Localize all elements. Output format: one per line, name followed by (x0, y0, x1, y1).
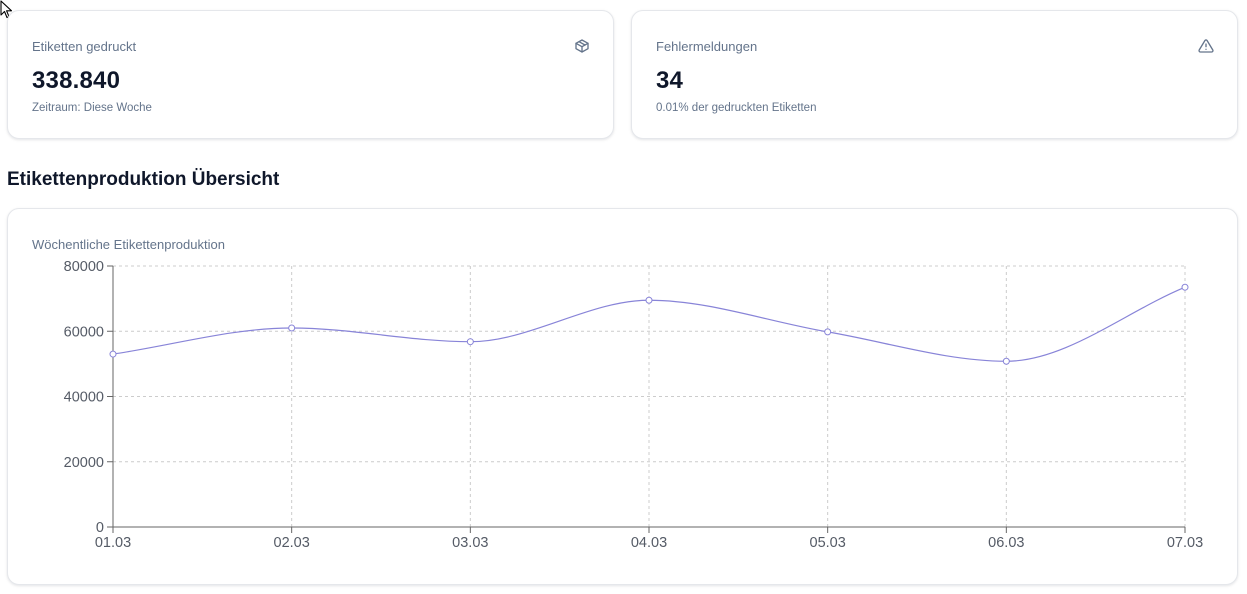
data-point (645, 296, 653, 304)
line-chart: 0 20000 40000 60000 80000 01.03 02.03 03.03 04.0… (64, 259, 1203, 551)
stat-value: 338.840 (32, 67, 121, 94)
x-tick-label: 07.03 (1167, 535, 1203, 551)
data-point (288, 324, 296, 332)
stat-label: Etiketten gedruckt (32, 39, 137, 54)
stat-card-labels-printed: Etiketten gedruckt 338.840 Zeitraum: Die… (7, 10, 614, 139)
y-tick-label: 20000 (64, 455, 104, 471)
x-tick-label: 03.03 (452, 535, 488, 551)
data-point (1002, 357, 1010, 365)
y-tick-label: 0 (96, 520, 104, 536)
x-tick-label: 04.03 (631, 535, 667, 551)
data-point (466, 338, 474, 346)
warning-icon (1198, 39, 1214, 53)
section-title: Etikettenproduktion Übersicht (7, 169, 280, 190)
data-point (1181, 283, 1189, 291)
stat-subtext: 0.01% der gedruckten Etiketten (656, 102, 817, 114)
y-tick-label: 40000 (64, 390, 104, 406)
y-tick-label: 60000 (64, 324, 104, 340)
chart-card: Wöchentliche Etikettenproduktion 0 20000 4… (7, 208, 1238, 585)
x-tick-label: 02.03 (274, 535, 310, 551)
x-tick-label: 06.03 (988, 535, 1024, 551)
stat-label: Fehlermeldungen (656, 39, 758, 54)
chart-title: Wöchentliche Etikettenproduktion (32, 237, 225, 252)
data-point (824, 328, 832, 336)
x-tick-label: 05.03 (810, 535, 846, 551)
package-icon (575, 39, 589, 53)
stat-card-errors: Fehlermeldungen 34 0.01% der gedruckten … (631, 10, 1238, 139)
y-tick-label: 80000 (64, 259, 104, 275)
x-tick-label: 01.03 (95, 535, 131, 551)
data-point (109, 350, 117, 358)
stat-value: 34 (656, 67, 684, 94)
stat-subtext: Zeitraum: Diese Woche (32, 102, 152, 114)
